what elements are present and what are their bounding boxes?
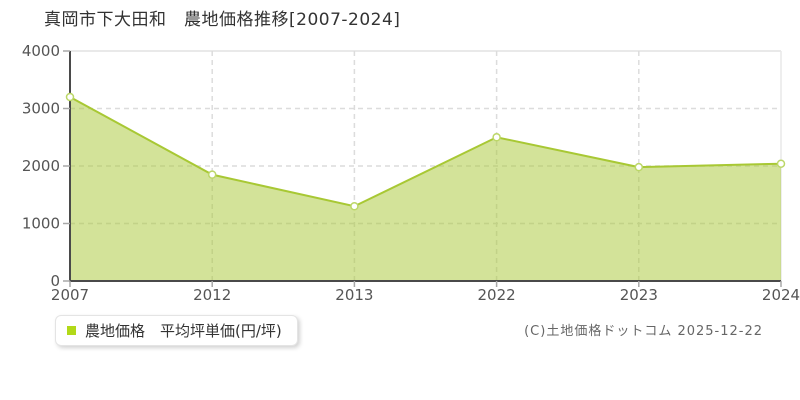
- y-axis-tick-label: 4000: [22, 42, 60, 60]
- chart-title: 真岡市下大田和 農地価格推移[2007-2024]: [44, 10, 401, 30]
- legend-box: 農地価格 平均坪単価(円/坪): [55, 315, 298, 346]
- data-point[interactable]: [207, 170, 217, 179]
- x-axis-tick-label: 2023: [620, 286, 658, 304]
- data-point[interactable]: [350, 202, 359, 211]
- data-point[interactable]: [492, 133, 501, 142]
- copyright-text: (C)土地価格ドットコム 2025-12-22: [524, 324, 763, 339]
- x-axis-tick-label: 2007: [51, 286, 89, 304]
- price-trend-area-chart[interactable]: 0 1000 2000 3000 4000 2007 2012 2013 2022 2023 202…: [0, 0, 800, 310]
- y-axis-tick-label: 1000: [22, 215, 60, 233]
- x-axis-tick-label: 2024: [762, 286, 800, 304]
- y-axis-tick-label: 0: [50, 272, 60, 290]
- y-axis-tick-label: 2000: [22, 157, 60, 175]
- data-point[interactable]: [634, 162, 644, 172]
- series-area-fill: [70, 97, 781, 281]
- y-axis-tick-label: 3000: [22, 100, 60, 118]
- data-point[interactable]: [776, 159, 786, 168]
- x-axis-tick-label: 2013: [335, 286, 373, 304]
- legend-series-label: 農地価格 平均坪単価(円/坪): [85, 322, 282, 340]
- series-line: [69, 96, 782, 208]
- legend-series-marker: [67, 326, 76, 335]
- x-axis-tick-label: 2012: [193, 286, 231, 304]
- x-axis-tick-label: 2022: [478, 286, 516, 304]
- data-point[interactable]: [65, 92, 75, 102]
